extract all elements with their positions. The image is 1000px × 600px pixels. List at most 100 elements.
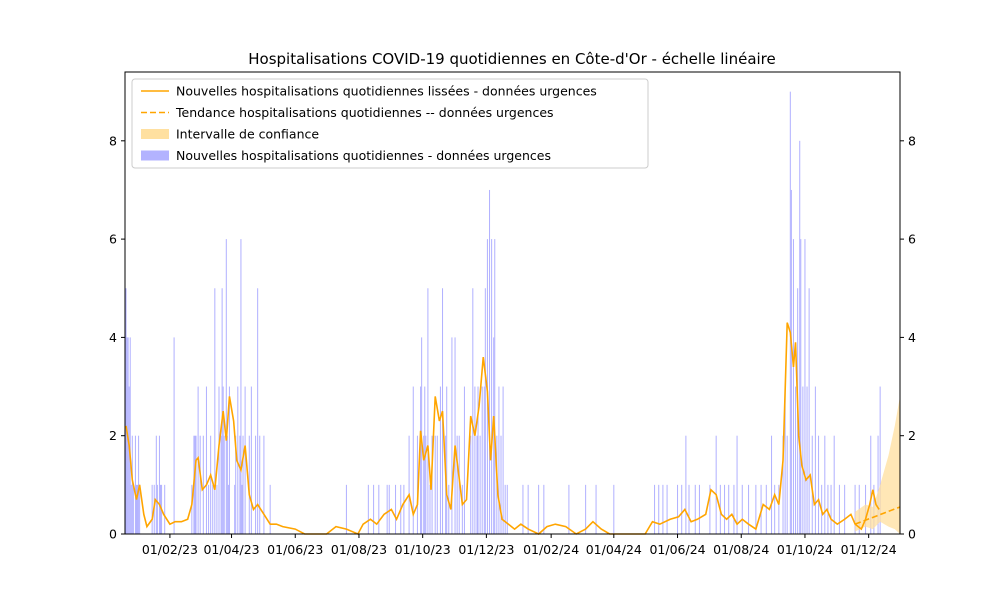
bar-142 <box>771 435 773 534</box>
x-tick-label-9: 01/08/24 <box>713 542 769 557</box>
bar-51 <box>244 386 246 534</box>
bar-56 <box>259 435 261 534</box>
bar-115 <box>543 484 545 534</box>
bar-6 <box>131 435 133 534</box>
bar-118 <box>595 484 597 534</box>
legend-label-2: Intervalle de confiance <box>176 127 319 142</box>
bar-145 <box>782 435 784 534</box>
bar-100 <box>484 288 486 534</box>
bar-74 <box>423 435 425 534</box>
bar-156 <box>804 239 806 535</box>
bar-98 <box>481 386 483 534</box>
bar-32 <box>212 484 214 534</box>
bar-136 <box>736 435 738 534</box>
y-tick-label-right-2: 2 <box>908 428 916 443</box>
bar-20 <box>164 484 166 534</box>
bar-38 <box>222 386 224 534</box>
bar-169 <box>854 484 856 534</box>
bar-60 <box>367 484 369 534</box>
bar-49 <box>241 484 243 534</box>
x-tick-label-3: 01/08/23 <box>331 542 387 557</box>
bar-104 <box>493 337 495 534</box>
bar-42 <box>227 484 229 534</box>
bar-116 <box>568 484 570 534</box>
legend-label-3: Nouvelles hospitalisations quotidiennes … <box>176 148 551 163</box>
bar-113 <box>527 484 529 534</box>
bar-155 <box>802 386 804 534</box>
bar-39 <box>223 435 225 534</box>
bar-34 <box>216 484 218 534</box>
bar-150 <box>792 239 794 535</box>
bar-85 <box>448 484 450 534</box>
bar-167 <box>838 484 840 534</box>
legend-swatch-patch-2 <box>141 129 169 139</box>
bar-47 <box>239 435 241 534</box>
bar-63 <box>386 484 388 534</box>
legend-swatch-patch-3 <box>141 150 169 161</box>
bar-93 <box>472 288 474 534</box>
y-tick-label-right-4: 4 <box>908 330 916 345</box>
bar-53 <box>250 386 252 534</box>
bar-12 <box>139 484 141 534</box>
bar-59 <box>345 484 347 534</box>
x-tick-label-10: 01/10/24 <box>777 542 833 557</box>
bar-21 <box>173 337 175 534</box>
plot-area: 0 0 2 2 4 4 6 6 8 8 01/02/23 01/04/23 01/06/23 01/08/… <box>109 71 916 557</box>
bar-153 <box>799 140 801 534</box>
y-tick-label-left-2: 2 <box>109 428 117 443</box>
bar-172 <box>870 435 872 534</box>
bar-125 <box>681 484 683 534</box>
bar-58 <box>269 484 271 534</box>
bar-107 <box>498 386 500 534</box>
bar-175 <box>879 386 881 534</box>
bar-33 <box>214 288 216 534</box>
bar-45 <box>235 435 237 534</box>
plot-frame <box>124 71 901 535</box>
bar-3 <box>128 386 130 534</box>
bar-151 <box>795 386 797 534</box>
bar-4 <box>129 337 131 534</box>
bar-143 <box>774 484 776 534</box>
bar-16 <box>156 484 158 534</box>
bar-137 <box>741 484 743 534</box>
bar-148 <box>789 91 791 534</box>
confidence-band <box>855 396 900 534</box>
bar-35 <box>218 386 220 534</box>
bar-24 <box>194 435 196 534</box>
bar-57 <box>263 435 265 534</box>
bar-67 <box>403 484 405 534</box>
x-tick-label-6: 01/02/24 <box>523 542 579 557</box>
bar-65 <box>395 484 397 534</box>
bar-131 <box>715 435 717 534</box>
bar-8 <box>134 435 136 534</box>
bar-62 <box>378 484 380 534</box>
bar-77 <box>429 484 431 534</box>
bar-123 <box>666 484 668 534</box>
bar-117 <box>585 484 587 534</box>
bar-128 <box>694 484 696 534</box>
bar-91 <box>463 386 465 534</box>
bar-37 <box>221 288 223 534</box>
bar-144 <box>778 484 780 534</box>
x-tick-label-4: 01/10/23 <box>395 542 451 557</box>
bar-18 <box>159 484 162 534</box>
bar-114 <box>538 484 540 534</box>
bar-61 <box>373 484 375 534</box>
legend: Nouvelles hospitalisations quotidiennes … <box>131 78 649 169</box>
bar-69 <box>412 386 414 534</box>
bar-96 <box>477 386 479 534</box>
bar-135 <box>733 484 735 534</box>
y-tick-label-right-6: 6 <box>908 232 916 247</box>
bar-105 <box>494 239 496 535</box>
bar-120 <box>654 484 656 534</box>
bar-124 <box>677 484 679 534</box>
bar-164 <box>827 484 829 534</box>
bar-76 <box>427 288 429 534</box>
bar-13 <box>151 484 153 534</box>
bar-99 <box>483 386 485 534</box>
bar-103 <box>491 239 493 535</box>
bar-95 <box>476 435 478 534</box>
bar-166 <box>833 435 835 534</box>
bar-139 <box>755 484 757 534</box>
bar-88 <box>456 435 458 534</box>
